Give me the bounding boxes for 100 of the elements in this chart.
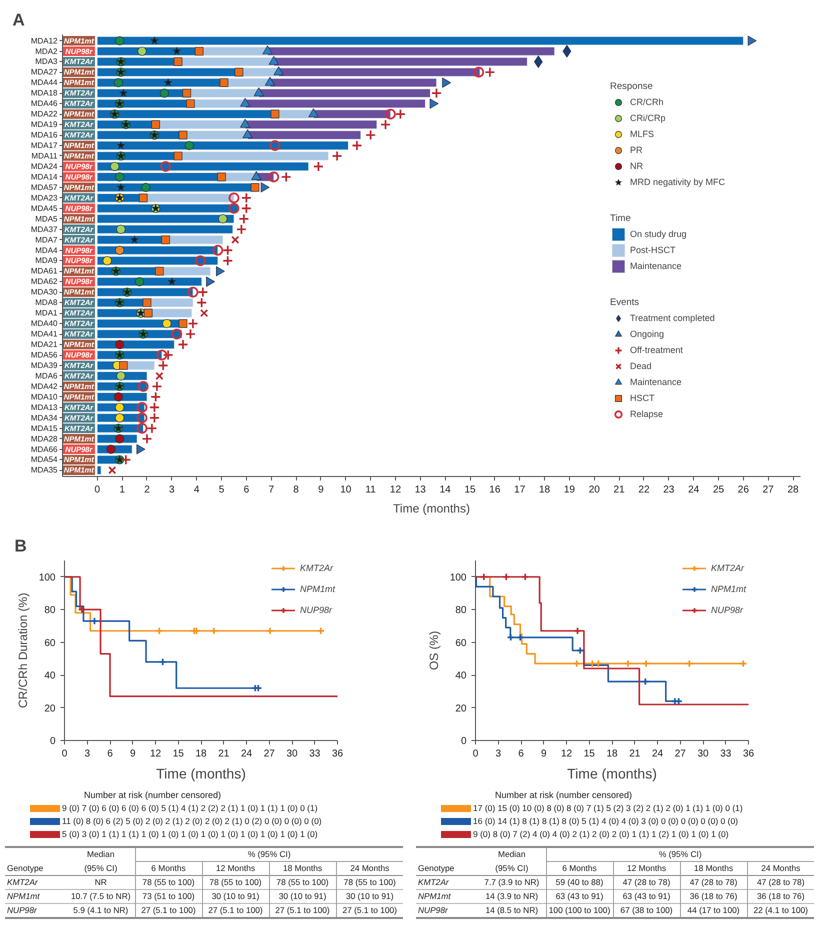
legend-label: Off-treatment xyxy=(630,344,683,357)
text: 63 (43 to 91) xyxy=(546,890,613,904)
text: % (95% CI) xyxy=(135,847,403,862)
y-tick-label: MDA13 xyxy=(30,402,58,412)
y-tick-label: MDA4 xyxy=(35,246,58,255)
text: 9 (0) 7 (0) 6 (0) 6 (0) 6 (0) 5 (1) 4 (1) 2 (2) 2 (1) 1 (0) 1 (1) 1 (0) 0 (1) xyxy=(61,803,318,814)
text: (95% CI) xyxy=(494,862,530,875)
y-tick-label: 20 xyxy=(44,703,56,714)
y-tick-label: MDA46 xyxy=(30,99,58,108)
text: Time xyxy=(610,213,631,224)
chart-title: A xyxy=(12,10,25,30)
legend-label: Maintenance xyxy=(630,260,682,273)
x-tick-label: 0 xyxy=(472,748,479,760)
y-tick-label: MDA10 xyxy=(30,392,58,402)
text: 47 (28 to 78) xyxy=(613,876,680,890)
y-tick-label: 80 xyxy=(455,605,467,616)
x-tick-label: 9 xyxy=(130,748,136,760)
text: 30 (10 to 91) xyxy=(202,890,269,904)
x-tick-label: 12 xyxy=(560,748,572,760)
legend-label: Dead xyxy=(630,360,652,373)
text: 47 (28 to 78) xyxy=(680,876,747,890)
text: 10.7 (7.5 to NR) xyxy=(70,890,132,903)
x-tick-label: 6 xyxy=(518,748,524,760)
x-tick-label: 20 xyxy=(588,484,600,496)
x-tick-label: 27 xyxy=(762,484,774,496)
text: 47 (28 to 78) xyxy=(747,876,814,890)
text: 18 Months xyxy=(680,862,747,876)
x-axis-title: Time (months) xyxy=(156,766,246,782)
y-tick-label: MDA45 xyxy=(30,204,58,213)
text: 100 (100 to 100) xyxy=(546,904,613,918)
text: 36 (18 to 76) xyxy=(680,890,747,904)
text: (95% CI) xyxy=(83,862,118,875)
x-tick-label: 5 xyxy=(218,484,225,496)
y-tick-label: MDA54 xyxy=(30,455,58,464)
y-tick-label: 100 xyxy=(450,572,467,584)
y-tick-label: MDA8 xyxy=(35,298,58,308)
x-tick-label: 3 xyxy=(495,748,502,760)
x-tick-label: 1 xyxy=(119,484,126,496)
text: Response xyxy=(610,81,653,92)
legend-label: NR xyxy=(630,160,644,173)
x-tick-label: 9 xyxy=(318,484,324,496)
text: 63 (43 to 91) xyxy=(613,890,680,904)
y-tick-label: MDA39 xyxy=(30,360,58,370)
text: 78 (55 to 100) xyxy=(269,876,336,890)
x-tick-label: 21 xyxy=(614,484,626,496)
x-tick-label: 12 xyxy=(150,748,162,760)
x-tick-label: 2 xyxy=(144,484,150,496)
y-tick-label: MDA5 xyxy=(35,214,58,224)
y-tick-label: MDA35 xyxy=(30,466,58,475)
y-axis-title: OS (%) xyxy=(426,630,441,670)
text: 30 (10 to 91) xyxy=(336,890,403,904)
legend-label: NUP98r xyxy=(710,605,743,615)
text: 73 (51 to 100) xyxy=(135,890,202,904)
x-tick-label: 36 xyxy=(332,748,344,760)
text: 27 (5.1 to 100) xyxy=(135,904,202,918)
text: NR xyxy=(94,876,108,889)
y-tick-label: MDA23 xyxy=(30,193,58,202)
y-tick-label: MDA9 xyxy=(35,256,58,266)
y-tick-label: MDA61 xyxy=(30,266,58,276)
legend-label: KMT2Ar xyxy=(710,563,744,573)
legend-label: CR/CRh xyxy=(630,96,664,109)
x-tick-label: 11 xyxy=(365,484,376,496)
y-tick-label: MDA66 xyxy=(30,444,58,454)
text: 9 (0) 8 (0) 7 (2) 4 (0) 4 (0) 2 (1) 2 (0) 2 (0) 1 (1) 1 (2) 1 (0) 1 (0) 1 (0) xyxy=(472,829,729,840)
text: 67 (38 to 100) xyxy=(613,904,680,918)
legend-label: Maintenance xyxy=(630,376,682,389)
x-tick-label: 25 xyxy=(712,484,724,496)
y-tick-label: MDA22 xyxy=(30,110,58,119)
text: 78 (55 to 100) xyxy=(202,876,269,890)
text: 5 (0) 3 (0) 1 (1) 1 (1) 1 (0) 1 (0) 1 (0) 1 (0) 1 (0) 1 (0) 1 (0) 1 (0) 1 (0) xyxy=(61,829,318,840)
y-tick-label: MDA11 xyxy=(31,152,58,160)
y-axis-title: CR/CRh Duration (%) xyxy=(16,592,30,708)
y-tick-label: MDA56 xyxy=(30,350,58,360)
y-tick-label: 60 xyxy=(44,638,56,649)
y-tick-label: MDA62 xyxy=(30,277,58,286)
x-tick-label: 12 xyxy=(390,484,402,496)
x-tick-label: 7 xyxy=(268,484,274,496)
text: Genotype xyxy=(417,862,456,875)
legend-label: On study drug xyxy=(630,228,687,241)
x-tick-label: 15 xyxy=(172,748,184,760)
x-tick-label: 9 xyxy=(540,748,547,760)
y-tick-label: MDA42 xyxy=(30,382,58,391)
legend-label: Treatment completed xyxy=(630,312,715,325)
x-tick-label: 18 xyxy=(539,484,551,496)
x-tick-label: 0 xyxy=(62,748,68,760)
y-tick-label: 60 xyxy=(455,638,467,649)
y-tick-label: MDA37 xyxy=(30,224,58,234)
y-tick-label: 0 xyxy=(50,736,56,747)
text: 27 (5.1 to 100) xyxy=(202,904,269,918)
legend-label: PR xyxy=(630,144,644,157)
x-tick-label: 33 xyxy=(720,748,732,760)
y-tick-label: MDA6 xyxy=(35,371,58,380)
y-tick-label: MDA18 xyxy=(30,88,58,98)
x-tick-label: 21 xyxy=(218,748,230,760)
y-tick-label: MDA3 xyxy=(35,57,58,66)
x-tick-label: 22 xyxy=(638,484,650,496)
y-tick-label: 100 xyxy=(38,572,56,584)
x-tick-label: 24 xyxy=(688,484,700,496)
x-tick-label: 14 xyxy=(440,484,452,496)
chart-title: B xyxy=(14,536,27,556)
